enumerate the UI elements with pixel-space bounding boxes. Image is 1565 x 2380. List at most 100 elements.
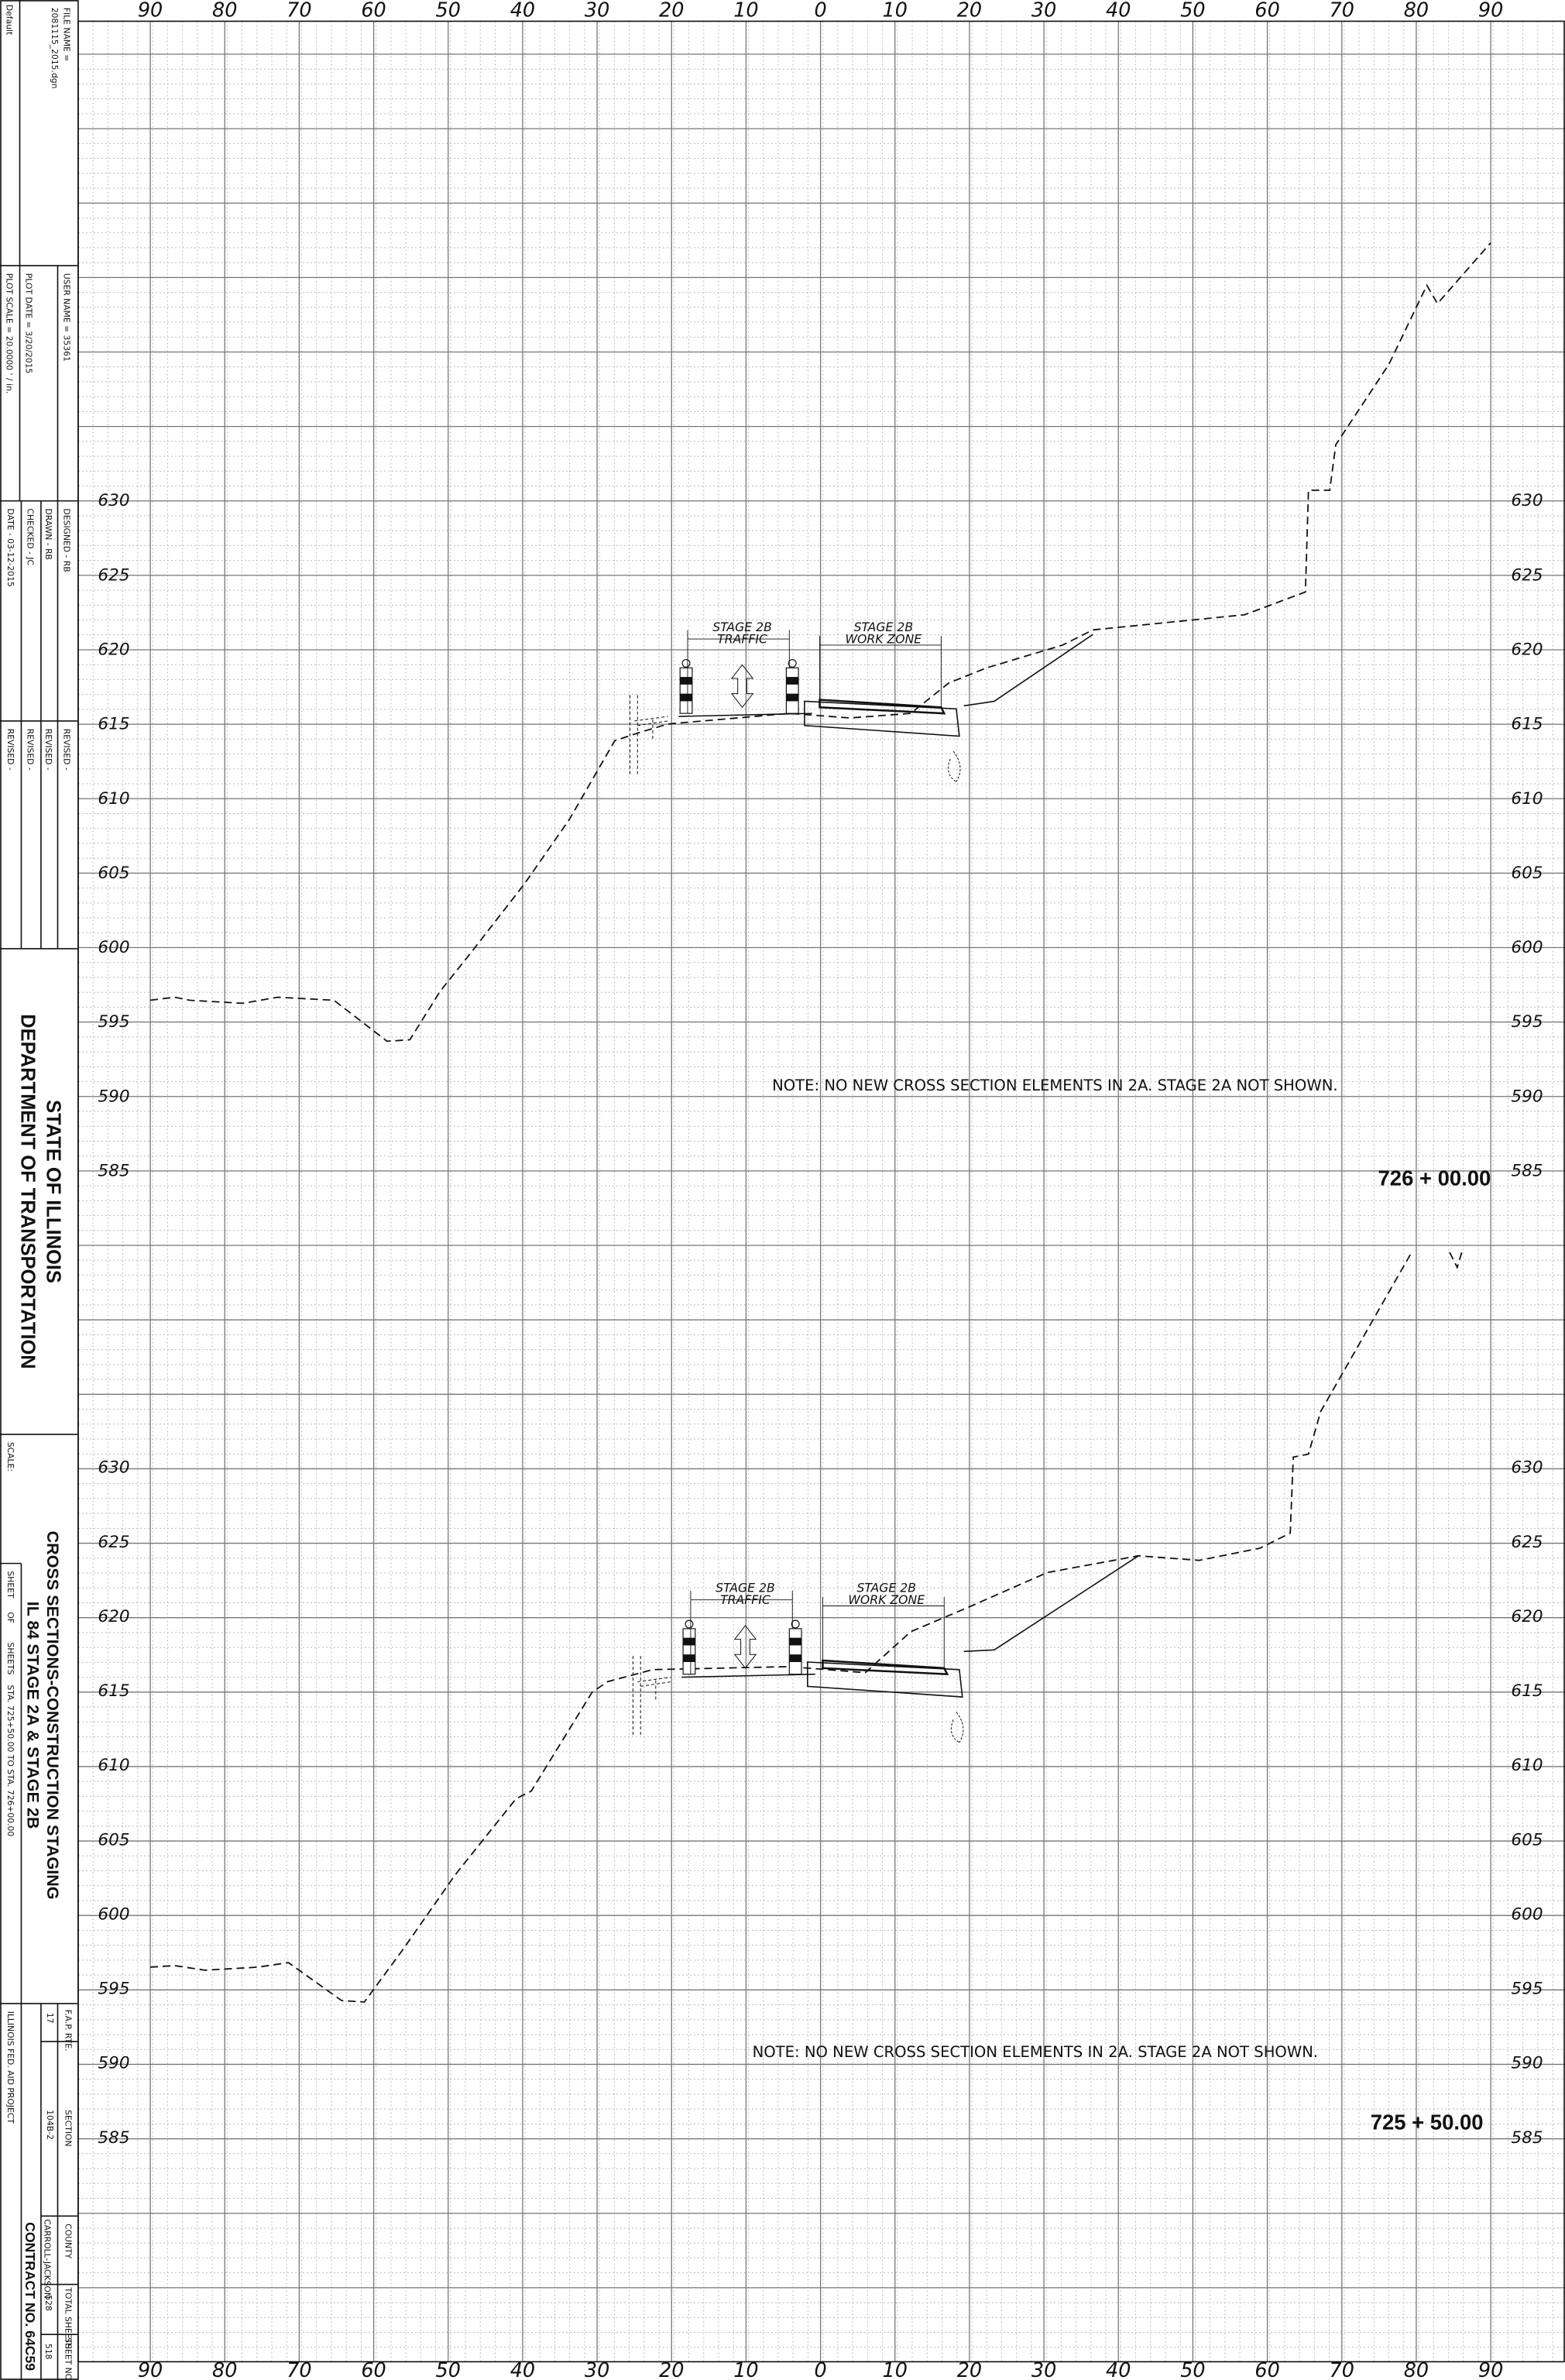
sheet-label: SHEET — [5, 1571, 15, 1599]
offset-label: 20 — [957, 0, 982, 22]
station-label: 726 + 00.00 — [1378, 1166, 1491, 1190]
elevation-label: 625 — [98, 1533, 129, 1552]
offset-label: 70 — [1330, 0, 1354, 22]
revised: REVISED - — [62, 729, 72, 771]
elevation-label: 625 — [1511, 1533, 1543, 1552]
offset-label: 60 — [1254, 2359, 1279, 2380]
plot-scale: PLOT SCALE = 20.0000 ' / in. — [4, 273, 14, 394]
offset-label: 70 — [287, 0, 311, 22]
offset-label: 20 — [659, 0, 684, 22]
default-label: Default — [4, 5, 14, 35]
offset-label: 30 — [585, 0, 609, 22]
stage-label: WORK ZONE — [848, 1592, 925, 1607]
offset-label: 60 — [361, 0, 386, 22]
offset-label: 50 — [1180, 2359, 1205, 2380]
elevation-label: 590 — [1511, 2054, 1543, 2073]
offset-label: 90 — [138, 2359, 163, 2380]
elevation-label: 625 — [1511, 565, 1543, 585]
elevation-label: 630 — [1511, 491, 1543, 510]
offset-label: 30 — [585, 2359, 609, 2380]
county: CARROLL-JACKSON — [42, 2219, 52, 2299]
elevation-label: 600 — [98, 1904, 129, 1924]
drawn: DRAWN - RB — [43, 509, 53, 560]
offset-label: 80 — [1404, 2359, 1429, 2380]
file-name-label: FILE NAME = — [62, 8, 72, 62]
offset-label: 0 — [814, 2359, 826, 2380]
grid — [78, 21, 1565, 2361]
sheet-title: IL 84 STAGE 2A & STAGE 2B — [24, 1602, 43, 1829]
elevation-label: 605 — [1511, 864, 1543, 883]
offset-label: 20 — [957, 2359, 982, 2380]
offset-label: 30 — [1031, 2359, 1056, 2380]
revised: REVISED - — [26, 729, 36, 771]
elevation-label: 620 — [98, 641, 129, 660]
elevation-label: 605 — [1511, 1830, 1543, 1849]
plot-date: PLOT DATE = 3/20/2015 — [24, 273, 34, 374]
file-name: 2081115_2015.dgn — [50, 8, 60, 89]
station-range: STA. 725+50.00 TO STA. 726+00.00 — [5, 1685, 15, 1836]
sheet-title: CROSS SECTIONS-CONSTRUCTION STAGING — [43, 1531, 63, 1900]
fap-rte: 17 — [45, 2013, 55, 2024]
offset-label: 70 — [287, 2359, 311, 2380]
section: 104B-2 — [45, 2110, 55, 2140]
note: NOTE: NO NEW CROSS SECTION ELEMENTS IN 2… — [772, 1077, 1338, 1094]
elevation-label: 585 — [1511, 1161, 1543, 1180]
offset-label: 80 — [212, 0, 237, 22]
ground-profile — [150, 243, 1491, 2002]
revised: REVISED - — [43, 729, 53, 771]
elevation-label: 610 — [98, 1756, 129, 1775]
elevation-label: 585 — [98, 1161, 129, 1180]
designed: DESIGNED - RB — [62, 509, 72, 572]
offset-label: 40 — [510, 2359, 535, 2380]
stage-label: STAGE 2B — [856, 1580, 916, 1595]
elevation-label: 590 — [98, 1087, 129, 1106]
elevation-label: 615 — [98, 1681, 129, 1701]
elevation-label: 620 — [1511, 1607, 1543, 1626]
elevation-label: 620 — [1511, 641, 1543, 660]
user-name: USER NAME = 35361 — [62, 273, 72, 362]
offset-label: 80 — [1404, 0, 1429, 22]
elevation-label: 630 — [98, 1458, 129, 1478]
agency: STATE OF ILLINOIS — [43, 1100, 64, 1283]
sheet-no-label: SHEET NO. — [63, 2337, 74, 2380]
elevation-label: 615 — [1511, 1681, 1543, 1701]
title-block: Default FILE NAME = 2081115_2015.dgn USE… — [0, 0, 78, 2380]
offset-label: 20 — [659, 2359, 684, 2380]
offset-label: 50 — [436, 2359, 461, 2380]
elevation-label: 590 — [1511, 1087, 1543, 1106]
elevation-label: 595 — [1511, 1012, 1543, 1032]
labels: 90 90 80 80 70 70 60 60 50 50 40 40 30 30 20 20 10 10 0 0 10… — [98, 0, 1543, 2380]
county-label: COUNTY — [63, 2224, 74, 2258]
elevation-label: 600 — [1511, 938, 1543, 957]
of-label: OF — [5, 1612, 15, 1623]
offset-label: 80 — [212, 2359, 237, 2380]
offset-label: 90 — [138, 0, 163, 22]
elevation-label: 620 — [98, 1607, 129, 1626]
offset-label: 90 — [1478, 0, 1503, 22]
stage-label: STAGE 2B — [854, 620, 914, 634]
elevation-label: 595 — [1511, 1980, 1543, 1999]
total-sheets: 528 — [43, 2295, 53, 2311]
offset-label: 60 — [361, 2359, 386, 2380]
stage-label: TRAFFIC — [720, 1592, 770, 1607]
contract-no: CONTRACT NO. 64C59 — [22, 2222, 38, 2371]
offset-label: 90 — [1478, 2359, 1503, 2380]
elevation-label: 595 — [98, 1012, 129, 1032]
offset-label: 30 — [1031, 0, 1056, 22]
elevation-label: 600 — [98, 938, 129, 957]
elevation-label: 630 — [1511, 1458, 1543, 1478]
sheets-label: SHEETS — [5, 1643, 15, 1675]
offset-label: 60 — [1254, 0, 1279, 22]
note: NOTE: NO NEW CROSS SECTION ELEMENTS IN 2… — [753, 2043, 1319, 2061]
offset-label: 50 — [1180, 0, 1205, 22]
offset-label: 10 — [733, 2359, 758, 2380]
station-label: 725 + 50.00 — [1371, 2110, 1484, 2134]
elevation-label: 585 — [1511, 2128, 1543, 2148]
revised: REVISED - — [5, 729, 15, 771]
stage-label: TRAFFIC — [717, 632, 767, 647]
offset-label: 10 — [883, 2359, 908, 2380]
elevation-label: 605 — [98, 1830, 129, 1849]
date: DATE - 03-12-2015 — [5, 509, 15, 587]
